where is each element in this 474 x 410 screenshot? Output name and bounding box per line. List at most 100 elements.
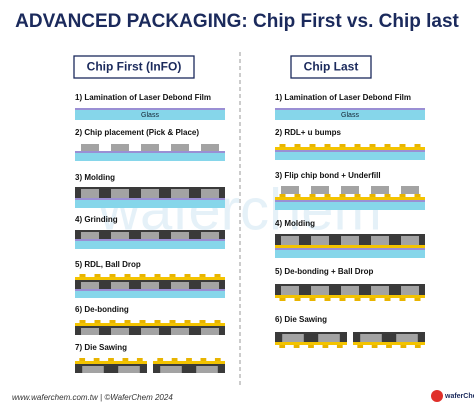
ball — [414, 194, 421, 197]
chip — [401, 236, 419, 245]
debond-film — [275, 108, 425, 110]
chip — [360, 334, 382, 342]
chip — [401, 286, 419, 295]
step-label: 4) Molding — [275, 219, 315, 228]
ball — [108, 358, 114, 361]
step-label: 6) De-bonding — [75, 305, 129, 314]
ball — [214, 274, 221, 277]
step-label: 5) De-bonding + Ball Drop — [275, 267, 374, 276]
logo-icon — [431, 390, 443, 402]
ball — [369, 194, 376, 197]
ball — [184, 274, 191, 277]
chip — [81, 189, 99, 198]
step-label: 3) Flip chip bond + Underfill — [275, 171, 381, 180]
ball — [294, 298, 301, 301]
ball — [399, 194, 406, 197]
ball — [79, 358, 86, 361]
chip — [201, 144, 219, 151]
ball — [386, 345, 392, 348]
ball — [122, 358, 129, 361]
chip — [82, 366, 104, 373]
ball — [384, 194, 391, 197]
chip — [281, 186, 299, 194]
debond-film — [275, 200, 425, 202]
ball — [171, 358, 178, 361]
ball — [279, 298, 286, 301]
ball — [154, 274, 161, 277]
ball — [124, 320, 131, 323]
ball — [94, 320, 101, 323]
chip — [111, 328, 129, 335]
rdl — [275, 147, 425, 150]
ball — [169, 274, 176, 277]
ball — [336, 345, 343, 348]
ball — [294, 194, 301, 197]
ball — [324, 194, 331, 197]
logo: waferChem — [444, 393, 474, 400]
ball — [139, 320, 146, 323]
chip — [201, 189, 219, 198]
chip — [81, 232, 99, 239]
ball — [93, 358, 100, 361]
glass — [75, 110, 225, 120]
ball — [79, 320, 86, 323]
chip — [311, 186, 329, 194]
chip — [111, 232, 129, 239]
ball — [157, 358, 164, 361]
chip — [141, 232, 159, 239]
mold — [275, 332, 347, 342]
chip — [201, 232, 219, 239]
ball — [339, 144, 346, 147]
title: ADVANCED PACKAGING: Chip First vs. Chip … — [15, 11, 459, 32]
chip — [141, 282, 159, 289]
heading-box — [73, 55, 195, 79]
step-label: 4) Grinding — [75, 215, 118, 224]
ball — [369, 144, 376, 147]
chip — [341, 236, 359, 245]
layer-label: Glass — [341, 112, 359, 119]
ball — [414, 144, 421, 147]
ball — [294, 144, 301, 147]
rdl — [275, 245, 425, 248]
glass — [75, 200, 225, 208]
ball — [324, 298, 331, 301]
ball — [279, 144, 286, 147]
debond-film — [75, 239, 225, 241]
chip — [111, 189, 129, 198]
footer: www.waferchem.com.tw | ©WaferChem 2024 — [12, 393, 173, 402]
debond-film — [75, 198, 225, 200]
chip — [141, 189, 159, 198]
ball — [309, 144, 316, 147]
rdl — [275, 197, 425, 200]
chip — [111, 144, 129, 151]
chip — [311, 286, 329, 295]
column-heading: Chip Last — [304, 60, 359, 74]
glass — [275, 250, 425, 258]
glass — [75, 241, 225, 249]
chip — [371, 286, 389, 295]
ball — [384, 298, 391, 301]
mold — [353, 332, 425, 342]
ball — [214, 320, 221, 323]
ball — [136, 358, 143, 361]
chip — [81, 328, 99, 335]
ball — [308, 345, 314, 348]
ball — [339, 194, 346, 197]
chip — [282, 334, 304, 342]
chip — [401, 186, 419, 194]
step-label: 5) RDL, Ball Drop — [75, 260, 141, 269]
chip — [141, 144, 159, 151]
step-label: 1) Lamination of Laser Debond Film — [75, 93, 211, 102]
ball — [309, 194, 316, 197]
chip — [281, 236, 299, 245]
ball — [357, 345, 364, 348]
rdl — [353, 342, 425, 345]
ball — [124, 274, 131, 277]
ball — [354, 298, 361, 301]
chip — [111, 282, 129, 289]
ball — [214, 358, 221, 361]
ball — [339, 298, 346, 301]
chip — [281, 286, 299, 295]
chip — [171, 328, 189, 335]
debond-film — [275, 248, 425, 250]
